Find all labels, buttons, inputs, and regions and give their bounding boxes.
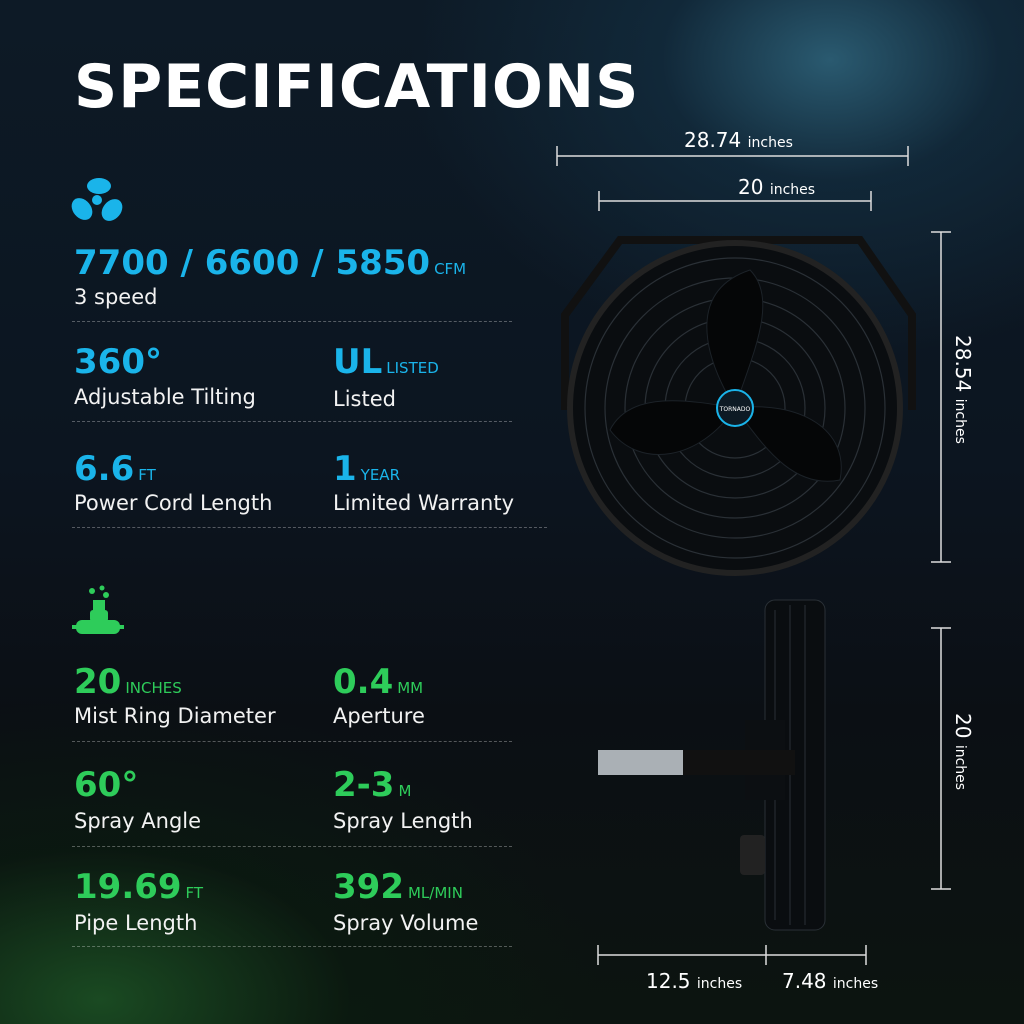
volume-label: Spray Volume	[333, 911, 479, 935]
divider	[72, 741, 512, 742]
divider	[72, 527, 547, 528]
mist-nozzle-icon	[72, 585, 124, 634]
ul-label: Listed	[333, 387, 396, 411]
brand-logo: TORNADO	[719, 406, 751, 413]
spray-length-label: Spray Length	[333, 809, 473, 833]
cord-label: Power Cord Length	[74, 491, 273, 515]
aperture-value: 0.4 MM	[333, 662, 424, 702]
side-height-label: 20 inches	[951, 713, 975, 791]
volume-value: 392 ML/MIN	[333, 867, 463, 907]
divider	[72, 321, 512, 322]
tilt-value: 360°	[74, 342, 162, 382]
height-label: 28.54 inches	[951, 335, 975, 444]
divider	[72, 846, 512, 847]
fan-side-image	[598, 599, 826, 931]
overall-width-label: 28.74 inches	[684, 128, 793, 152]
ring-value: 20 INCHES	[74, 662, 182, 702]
fan-icon	[71, 178, 123, 221]
pipe-value: 19.69 FT	[74, 867, 204, 907]
bracket-depth-label: 12.5 inches	[646, 969, 743, 993]
divider	[72, 421, 512, 422]
cord-value: 6.6 FT	[74, 449, 156, 489]
airflow-label: 3 speed	[74, 285, 158, 309]
angle-label: Spray Angle	[74, 809, 202, 833]
spray-length-value: 2-3 M	[333, 765, 412, 805]
ring-label: Mist Ring Diameter	[74, 704, 276, 728]
ul-value: UL LISTED	[333, 342, 439, 382]
fan-front-image: TORNADO	[561, 236, 916, 576]
warranty-label: Limited Warranty	[333, 491, 515, 515]
grill-width-label: 20 inches	[738, 175, 816, 199]
aperture-label: Aperture	[333, 704, 425, 728]
tilt-label: Adjustable Tilting	[74, 385, 256, 409]
pipe-label: Pipe Length	[74, 911, 198, 935]
airflow-value: 7700 / 6600 / 5850 CFM	[74, 243, 467, 283]
warranty-value: 1 YEAR	[333, 449, 400, 489]
page-title: SPECIFICATIONS	[74, 52, 640, 122]
fan-depth-label: 7.48 inches	[782, 969, 879, 993]
angle-value: 60°	[74, 765, 139, 805]
divider	[72, 946, 512, 947]
